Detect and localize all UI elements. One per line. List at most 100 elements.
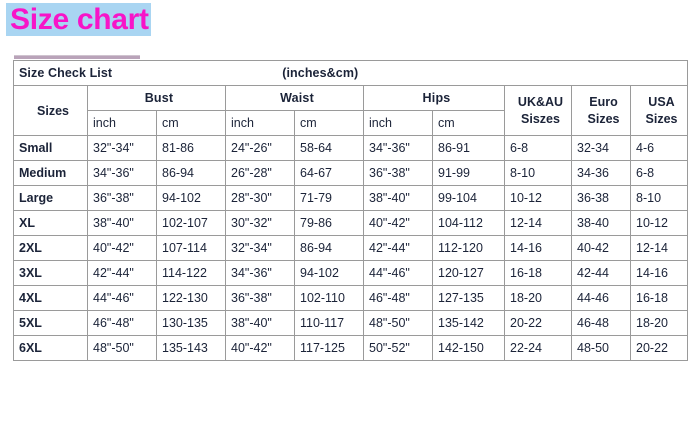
size-chart-table: Size Check List (inches&cm) Sizes Bust W…	[12, 60, 689, 361]
cell-uk-au: 18-20	[504, 285, 572, 311]
cell-hips-inch: 34"-36"	[363, 135, 433, 161]
cell-waist-cm: 110-117	[294, 310, 364, 336]
header-waist-inch: inch	[225, 110, 295, 136]
table-row: Large 36"-38" 94-102 28"-30" 71-79 38"-4…	[13, 185, 689, 211]
row-size-label: 5XL	[13, 310, 88, 336]
cell-hips-inch: 50"-52"	[363, 335, 433, 361]
cell-hips-cm: 91-99	[432, 160, 505, 186]
cell-bust-inch: 32"-34"	[87, 135, 157, 161]
cell-euro: 40-42	[571, 235, 631, 261]
cell-usa: 12-14	[629, 235, 689, 261]
cell-hips-inch: 48"-50"	[363, 310, 433, 336]
cell-waist-inch: 24"-26"	[225, 135, 295, 161]
cell-bust-inch: 40"-42"	[87, 235, 157, 261]
cell-usa: 6-8	[629, 160, 689, 186]
cell-usa: 18-20	[629, 310, 689, 336]
table-row: Small 32"-34" 81-86 24"-26" 58-64 34"-36…	[13, 135, 689, 161]
cell-bust-cm: 122-130	[156, 285, 226, 311]
cell-uk-au: 22-24	[504, 335, 572, 361]
table-row: Medium 34"-36" 86-94 26"-28" 64-67 36"-3…	[13, 160, 689, 186]
header-waist-cm: cm	[294, 110, 364, 136]
header-euro-sizes: Euro Sizes	[571, 85, 631, 136]
cell-waist-inch: 28"-30"	[225, 185, 295, 211]
header-usa-line1: USA	[648, 94, 675, 109]
cell-hips-cm: 86-91	[432, 135, 505, 161]
header-bust-inch: inch	[87, 110, 157, 136]
size-chart-body: Size Check List (inches&cm) Sizes Bust W…	[12, 60, 689, 361]
cell-bust-inch: 34"-36"	[87, 160, 157, 186]
header-euro-line1: Euro	[589, 94, 618, 109]
cell-hips-cm: 142-150	[432, 335, 505, 361]
cell-euro: 48-50	[571, 335, 631, 361]
cell-hips-inch: 42"-44"	[363, 235, 433, 261]
header-uk-au-line2: Siszes	[521, 111, 560, 126]
table-row: XL 38"-40" 102-107 30"-32" 79-86 40"-42"…	[13, 210, 689, 236]
cell-hips-cm: 99-104	[432, 185, 505, 211]
table-caption-cell: Size Check List (inches&cm)	[12, 60, 689, 86]
cell-hips-inch: 36"-38"	[363, 160, 433, 186]
header-usa-sizes: USA Sizes	[629, 85, 689, 136]
row-size-label: 4XL	[13, 285, 88, 311]
cell-euro: 42-44	[571, 260, 631, 286]
header-sizes: Sizes	[13, 85, 88, 136]
table-caption-row: Size Check List (inches&cm)	[12, 60, 689, 86]
cell-uk-au: 16-18	[504, 260, 572, 286]
cell-uk-au: 20-22	[504, 310, 572, 336]
cell-waist-inch: 26"-28"	[225, 160, 295, 186]
header-hips-cm: cm	[432, 110, 505, 136]
row-size-label: 6XL	[13, 335, 88, 361]
cell-waist-cm: 86-94	[294, 235, 364, 261]
cell-euro: 32-34	[571, 135, 631, 161]
page-title: Size chart	[6, 3, 151, 36]
cell-bust-cm: 94-102	[156, 185, 226, 211]
header-usa-line2: Sizes	[645, 111, 678, 126]
header-uk-au-line1: UK&AU	[517, 94, 564, 109]
cell-uk-au: 6-8	[504, 135, 572, 161]
cell-bust-cm: 135-143	[156, 335, 226, 361]
row-size-label: Large	[13, 185, 88, 211]
unit-header-row: inch cm inch cm inch cm	[14, 110, 688, 136]
header-hips-inch: inch	[363, 110, 433, 136]
cell-waist-cm: 117-125	[294, 335, 364, 361]
cell-waist-inch: 36"-38"	[225, 285, 295, 311]
table-row: 2XL 40"-42" 107-114 32"-34" 86-94 42"-44…	[13, 235, 689, 261]
cell-waist-cm: 71-79	[294, 185, 364, 211]
header-euro-line2: Sizes	[587, 111, 620, 126]
cell-usa: 4-6	[629, 135, 689, 161]
header-waist: Waist	[225, 85, 364, 111]
table-row: 6XL 48"-50" 135-143 40"-42" 117-125 50"-…	[13, 335, 689, 361]
header-uk-au-sizes: UK&AU Siszes	[504, 85, 572, 136]
cell-usa: 10-12	[629, 210, 689, 236]
cell-hips-inch: 44"-46"	[363, 260, 433, 286]
cell-bust-cm: 81-86	[156, 135, 226, 161]
cell-bust-inch: 38"-40"	[87, 210, 157, 236]
cell-bust-cm: 130-135	[156, 310, 226, 336]
table-row: 4XL 44"-46" 122-130 36"-38" 102-110 46"-…	[13, 285, 689, 311]
table-row: 5XL 46"-48" 130-135 38"-40" 110-117 48"-…	[13, 310, 689, 336]
cell-waist-cm: 64-67	[294, 160, 364, 186]
cell-hips-cm: 104-112	[432, 210, 505, 236]
cell-euro: 46-48	[571, 310, 631, 336]
cell-waist-inch: 32"-34"	[225, 235, 295, 261]
cell-waist-cm: 102-110	[294, 285, 364, 311]
cell-usa: 8-10	[629, 185, 689, 211]
cell-bust-inch: 48"-50"	[87, 335, 157, 361]
cell-waist-cm: 79-86	[294, 210, 364, 236]
cell-euro: 36-38	[571, 185, 631, 211]
header-bust-cm: cm	[156, 110, 226, 136]
title-block: Size chart	[0, 0, 700, 44]
header-hips: Hips	[363, 85, 505, 111]
cell-hips-cm: 135-142	[432, 310, 505, 336]
row-size-label: 2XL	[13, 235, 88, 261]
cell-waist-inch: 30"-32"	[225, 210, 295, 236]
size-chart-container: Size Check List (inches&cm) Sizes Bust W…	[12, 60, 689, 361]
cell-bust-inch: 44"-46"	[87, 285, 157, 311]
cell-euro: 38-40	[571, 210, 631, 236]
cell-hips-inch: 46"-48"	[363, 285, 433, 311]
cell-uk-au: 12-14	[504, 210, 572, 236]
table-units-note: (inches&cm)	[282, 66, 359, 80]
cell-bust-cm: 107-114	[156, 235, 226, 261]
cell-bust-cm: 114-122	[156, 260, 226, 286]
cell-hips-inch: 40"-42"	[363, 210, 433, 236]
cell-uk-au: 10-12	[504, 185, 572, 211]
